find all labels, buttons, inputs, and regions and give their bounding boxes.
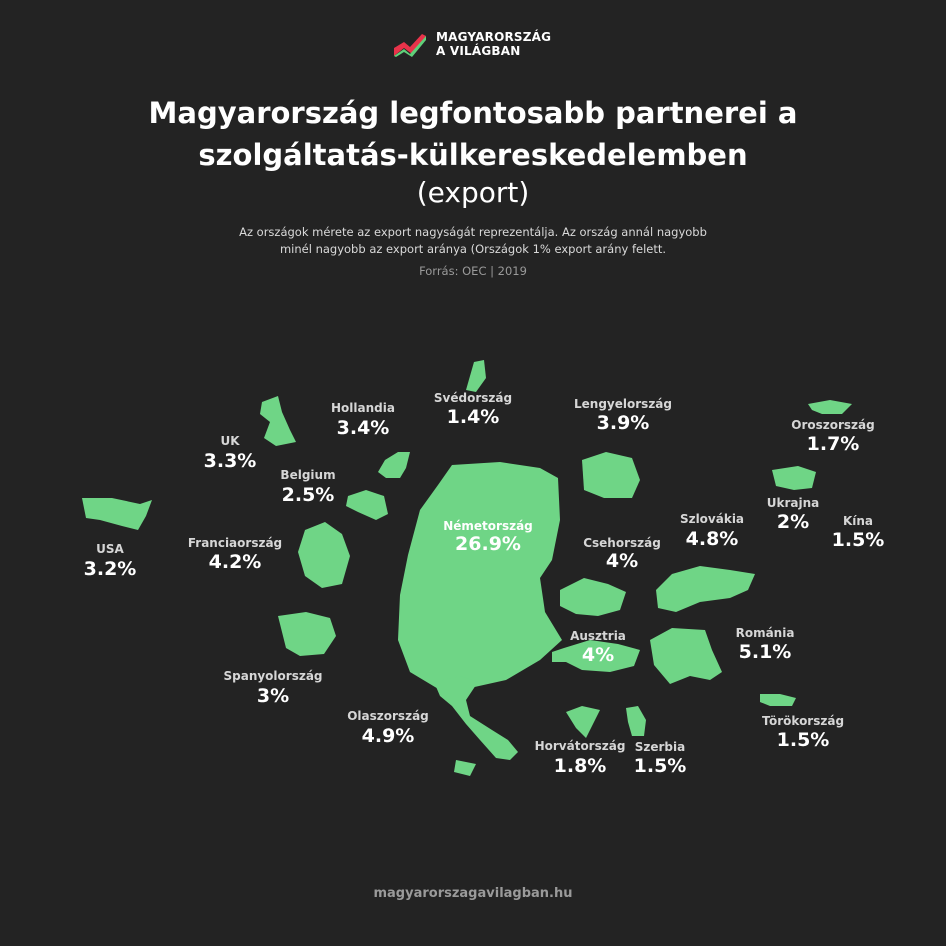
country-shape-spanyolorszag [278,612,336,656]
country-shape-romania [650,628,722,684]
country-value-belgium: 2.5% [282,484,335,506]
country-shape-ausztria [552,640,640,672]
title-line1: Magyarország legfontosabb partnerei a [148,96,798,130]
country-name-romania: Románia [736,626,795,640]
country-name-ukrajna: Ukrajna [767,496,820,510]
country-shape-hollandia [378,452,410,478]
country-value-spanyolorszag: 3% [257,685,289,707]
page-title: Magyarország legfontosabb partnerei a sz… [0,92,946,176]
logo-line1: MAGYARORSZÁG [436,30,552,44]
country-name-nemetorszag: Németország [443,519,533,533]
country-name-uk: UK [220,434,240,448]
country-name-csehorszag: Csehország [583,536,661,550]
country-shape-horvatorszag [566,706,600,738]
country-value-horvatorszag: 1.8% [554,755,607,777]
logo-chart-icon [394,34,426,57]
country-value-usa: 3.2% [84,558,137,580]
country-name-hollandia: Hollandia [331,401,395,415]
description-line2: minél nagyobb az export aránya (Országok… [279,242,667,256]
footer-url: magyarorszagavilagban.hu [373,886,573,901]
logo-line2: A VILÁGBAN [436,44,521,58]
country-shape-nemetorszag [398,462,562,690]
country-value-csehorszag: 4% [606,550,638,572]
country-shape-oroszorszag [808,400,852,414]
country-shape-szlovakia [656,566,755,612]
country-name-svedorszag: Svédország [434,391,512,405]
country-shape-belgium [346,490,388,520]
country-shape-lengyelorszag [582,452,640,498]
country-value-szerbia: 1.5% [634,755,687,777]
country-name-horvatorszag: Horvátország [535,739,626,753]
country-name-spanyolorszag: Spanyolország [223,669,322,683]
country-name-ausztria: Ausztria [570,629,626,643]
country-name-belgium: Belgium [280,468,335,482]
country-name-franciaorszag: Franciaország [188,536,282,550]
country-shape-olaszorszag [434,676,518,776]
country-value-nemetorszag: 26.9% [455,533,521,555]
country-name-olaszorszag: Olaszország [347,709,429,723]
country-value-hollandia: 3.4% [337,417,390,439]
country-shape-torokorszag [760,694,796,706]
country-shape-ukrajna [772,466,816,490]
source-note: Forrás: OEC | 2019 [419,264,527,278]
country-shape-szerbia [626,706,646,736]
description-line1: Az országok mérete az export nagyságát r… [239,225,707,239]
country-name-szerbia: Szerbia [635,740,685,754]
country-value-olaszorszag: 4.9% [362,725,415,747]
logo-text: MAGYARORSZÁG A VILÁGBAN [436,30,551,58]
country-value-romania: 5.1% [739,641,792,663]
country-value-svedorszag: 1.4% [447,406,500,428]
country-value-uk: 3.3% [204,450,257,472]
country-value-torokorszag: 1.5% [777,729,830,751]
title-line2: szolgáltatás-külkereskedelemben [198,138,748,172]
country-shape-franciaorszag [298,522,350,588]
country-name-lengyelorszag: Lengyelország [574,397,672,411]
country-value-ukrajna: 2% [777,511,809,533]
country-shape-usa [82,498,152,530]
country-value-szlovakia: 4.8% [686,528,739,550]
country-name-oroszorszag: Oroszország [791,418,874,432]
country-name-usa: USA [96,542,124,556]
description: Az országok mérete az export nagyságát r… [0,224,946,258]
country-value-franciaorszag: 4.2% [209,551,262,573]
country-value-oroszorszag: 1.7% [807,433,860,455]
country-name-szlovakia: Szlovákia [680,512,744,526]
country-value-kina: 1.5% [832,529,885,551]
country-value-ausztria: 4% [582,644,614,666]
country-name-torokorszag: Törökország [762,714,844,728]
country-shape-uk [260,396,296,446]
country-shape-svedorszag [466,360,486,392]
page-subtitle: (export) [416,176,530,209]
country-value-lengyelorszag: 3.9% [597,412,650,434]
country-shape-csehorszag [560,578,626,616]
brand-logo: MAGYARORSZÁG A VILÁGBAN [392,30,551,58]
country-name-kina: Kína [843,514,873,528]
